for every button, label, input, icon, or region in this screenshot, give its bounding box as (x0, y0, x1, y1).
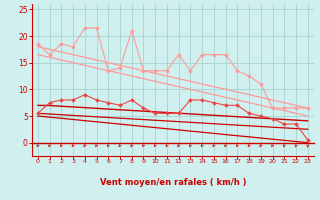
X-axis label: Vent moyen/en rafales ( km/h ): Vent moyen/en rafales ( km/h ) (100, 178, 246, 187)
